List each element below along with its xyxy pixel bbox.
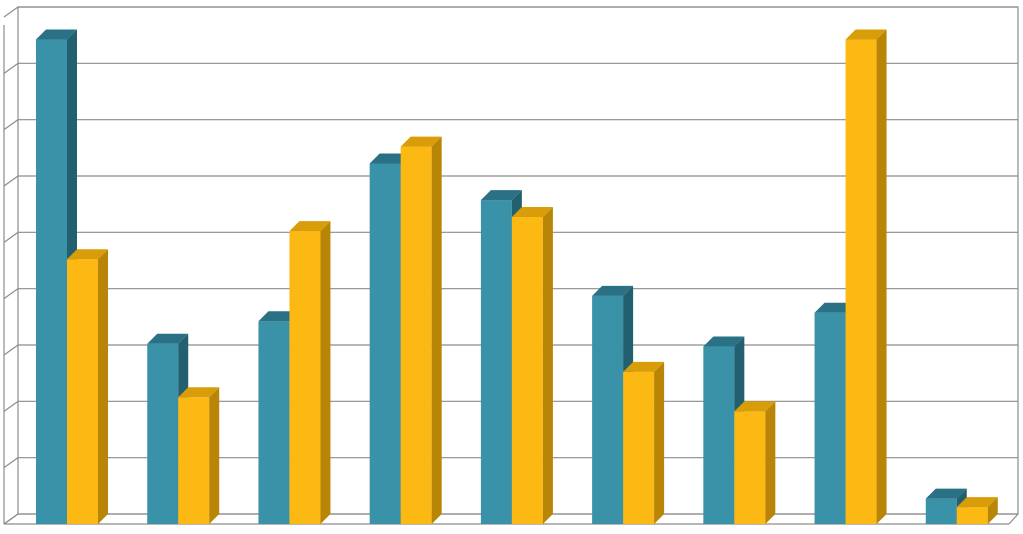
bar-side — [542, 206, 553, 524]
bar-top — [511, 206, 553, 217]
side-wall-gridline — [3, 231, 19, 243]
bar — [734, 401, 776, 524]
bar-front — [814, 312, 846, 524]
floor-right-edge — [1008, 513, 1019, 525]
floor-left-edge — [3, 513, 19, 525]
bar — [178, 387, 220, 524]
bar-front — [734, 411, 766, 524]
bar-side — [876, 29, 887, 525]
side-wall-gridline — [3, 400, 19, 412]
side-wall-gridline — [3, 175, 19, 187]
bar — [845, 29, 887, 525]
bar-front — [400, 146, 432, 525]
bar-side — [98, 249, 108, 524]
bar-side — [654, 361, 665, 524]
bar-top — [36, 29, 77, 40]
side-wall-gridline — [3, 62, 19, 74]
bar-side — [987, 497, 998, 524]
bar-top — [734, 401, 776, 412]
bar — [289, 221, 331, 525]
bar-top — [400, 136, 442, 147]
bar-top — [592, 285, 634, 296]
bar-front — [147, 343, 179, 524]
bar-top — [480, 190, 522, 201]
bar — [511, 206, 553, 524]
bar-front — [703, 346, 735, 524]
bar-front — [845, 39, 877, 525]
bar-front — [925, 498, 957, 524]
bar-top — [703, 336, 745, 347]
bar-top — [814, 302, 856, 313]
bar-front — [67, 259, 98, 524]
bar-front — [956, 507, 988, 524]
bar-side — [320, 221, 331, 525]
bar-top — [369, 153, 411, 164]
side-wall-gridline — [3, 6, 19, 18]
side-wall-gridline — [3, 344, 19, 356]
bar-front — [369, 163, 401, 524]
bar-top — [623, 361, 665, 372]
bar — [623, 361, 665, 524]
bar-side — [765, 401, 776, 524]
bar-front — [178, 397, 210, 524]
bar-front — [289, 231, 321, 525]
bar-front — [623, 371, 655, 524]
bar-top — [67, 249, 108, 260]
side-wall-gridline — [3, 119, 19, 131]
bar-top — [147, 333, 189, 344]
bar-side — [431, 136, 442, 525]
bar-top — [289, 221, 331, 232]
bar-front — [36, 39, 67, 525]
bar-side — [209, 387, 220, 524]
bar-front — [511, 216, 543, 524]
side-wall-gridline — [3, 457, 19, 469]
bar-top — [258, 311, 300, 322]
bar-front — [258, 321, 290, 524]
bar-front — [480, 200, 512, 525]
bar — [400, 136, 442, 525]
bars-layer — [36, 29, 998, 525]
bar-front — [592, 295, 624, 524]
bar-top — [925, 488, 967, 499]
bar-top — [956, 497, 998, 508]
side-wall-gridline — [3, 288, 19, 300]
bar — [67, 249, 108, 524]
bar-top — [845, 29, 887, 40]
bar-top — [178, 387, 220, 398]
bar — [956, 497, 998, 524]
